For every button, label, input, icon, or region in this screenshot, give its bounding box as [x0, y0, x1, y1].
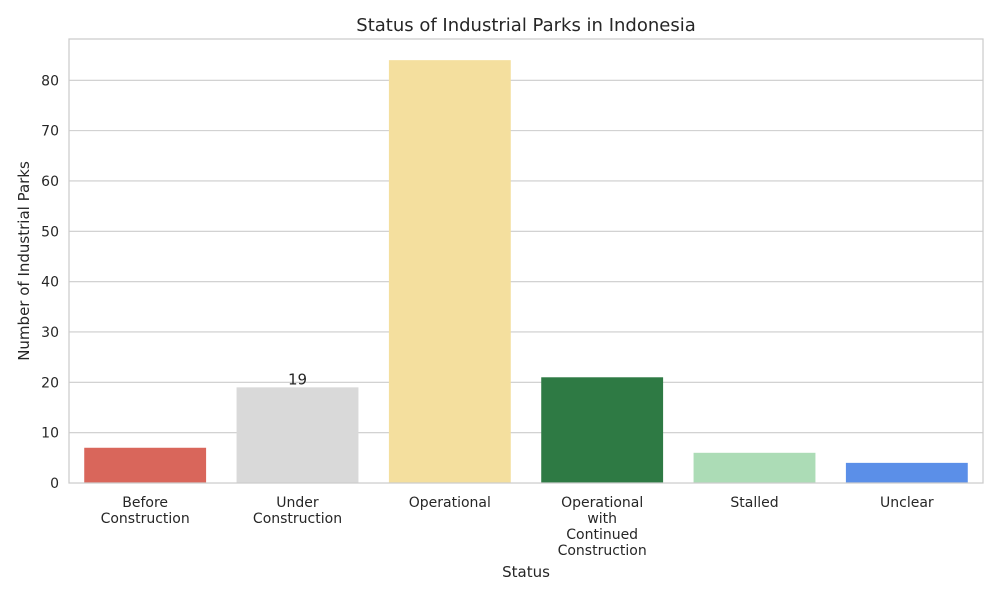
data-labels: 19	[288, 370, 307, 388]
y-tick-label: 30	[41, 325, 59, 341]
x-tick-label-line: with	[587, 511, 617, 527]
y-tick-label: 10	[41, 426, 59, 442]
x-tick-label-line: Operational	[561, 495, 643, 511]
y-tick-label: 70	[41, 124, 59, 140]
x-tick-label-line: Construction	[558, 543, 647, 559]
bars	[84, 60, 968, 484]
x-tick-label-line: Continued	[566, 527, 638, 543]
x-axis-title: Status	[502, 563, 550, 581]
bar	[84, 447, 207, 483]
y-axis-title: Number of Industrial Parks	[15, 161, 33, 361]
y-tick-label: 40	[41, 275, 59, 291]
x-tick-label: Before Construction	[101, 495, 190, 527]
bar	[541, 377, 664, 483]
y-tick-label: 80	[41, 73, 59, 89]
x-tick-label: Operational with Continued Construction	[558, 495, 647, 559]
y-tick-label: 50	[41, 224, 59, 240]
y-tick-label: 0	[50, 476, 59, 492]
y-tick-label: 60	[41, 174, 59, 190]
plot-frame	[68, 38, 984, 484]
bar	[693, 452, 816, 483]
x-tick-label-line: Unclear	[880, 495, 934, 511]
x-tick-label-line: Construction	[101, 511, 190, 527]
x-tick-label: Unclear	[880, 495, 934, 511]
x-tick-label: Operational	[409, 495, 491, 511]
y-tick-labels: 0 10 20 30 40 50 60 70 80	[41, 73, 59, 492]
bar	[236, 387, 359, 483]
chart-title: Status of Industrial Parks in Indonesia	[356, 15, 695, 36]
bar	[845, 462, 968, 483]
bar-value-label: 19	[288, 370, 307, 388]
x-tick-label-line: Construction	[253, 511, 342, 527]
x-tick-label-line: Operational	[409, 495, 491, 511]
x-tick-label: Under Construction	[253, 495, 342, 527]
x-tick-label-line: Before	[122, 495, 168, 511]
bar	[388, 60, 511, 484]
x-tick-label-line: Under	[276, 495, 319, 511]
y-tick-label: 20	[41, 375, 59, 391]
x-tick-label: Stalled	[730, 495, 778, 511]
x-tick-label-line: Stalled	[730, 495, 778, 511]
